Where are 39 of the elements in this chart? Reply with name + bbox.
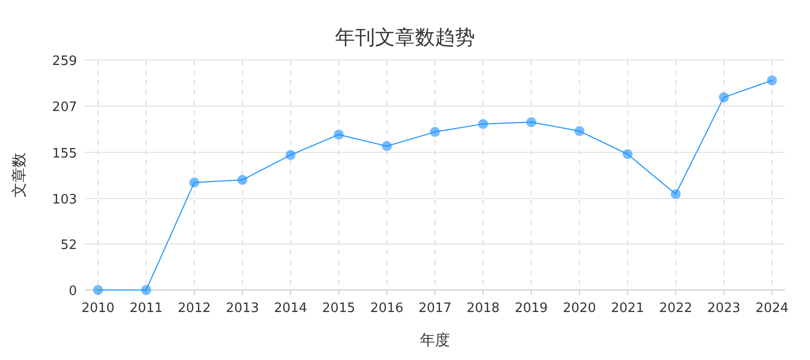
y-tick-label: 0 bbox=[68, 284, 77, 299]
x-tick-label: 2018 bbox=[466, 301, 500, 316]
chart-title: 年刊文章数趋势 bbox=[335, 25, 475, 49]
x-tick-label: 2013 bbox=[226, 301, 259, 316]
y-tick-label: 52 bbox=[60, 238, 77, 253]
x-tick-label: 2024 bbox=[755, 301, 789, 316]
x-tick-label: 2017 bbox=[418, 301, 452, 316]
x-tick-label: 2020 bbox=[562, 301, 596, 316]
point bbox=[430, 126, 440, 137]
point bbox=[767, 75, 777, 86]
x-tick-label: 2019 bbox=[514, 301, 548, 316]
x-tick-label: 2012 bbox=[178, 301, 211, 316]
y-tick-label: 155 bbox=[52, 146, 77, 162]
point bbox=[93, 285, 103, 295]
point bbox=[526, 117, 536, 128]
y-tick-label: 207 bbox=[52, 100, 77, 116]
x-tick-label: 2016 bbox=[370, 301, 404, 316]
x-tick-label: 2023 bbox=[707, 301, 740, 316]
point bbox=[670, 189, 681, 200]
point bbox=[574, 126, 584, 136]
x-tick-label: 2015 bbox=[322, 301, 356, 316]
point bbox=[622, 149, 633, 160]
x-tick-label: 2014 bbox=[274, 301, 308, 316]
y-axis-title: 文章数 bbox=[10, 152, 28, 198]
point bbox=[478, 118, 488, 129]
x-tick-label: 2021 bbox=[611, 301, 644, 316]
x-tick-label: 2022 bbox=[659, 301, 692, 316]
point bbox=[718, 92, 729, 102]
x-tick-label: 2010 bbox=[81, 301, 115, 316]
point bbox=[286, 150, 296, 160]
y-tick-label: 259 bbox=[52, 54, 77, 69]
x-tick-label: 2011 bbox=[130, 301, 163, 316]
y-tick-label: 103 bbox=[52, 192, 77, 208]
point bbox=[189, 178, 200, 188]
point bbox=[382, 141, 392, 152]
x-axis-title: 年度 bbox=[420, 331, 450, 349]
point bbox=[334, 130, 344, 140]
point bbox=[237, 174, 248, 185]
point bbox=[141, 285, 152, 295]
